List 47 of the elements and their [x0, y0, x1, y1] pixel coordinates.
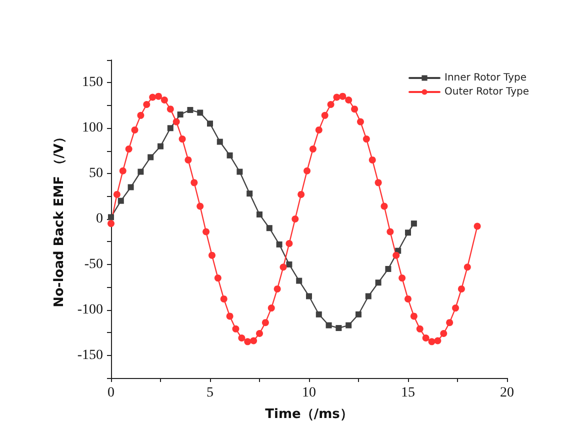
point	[336, 325, 342, 332]
point	[326, 322, 332, 328]
point	[385, 266, 392, 272]
point	[365, 293, 372, 300]
point	[306, 293, 312, 300]
point	[375, 280, 382, 286]
point	[108, 214, 114, 220]
legend-label: Outer Rotor Type	[444, 86, 530, 98]
point	[286, 261, 292, 268]
point	[158, 143, 164, 150]
x-tick-label: 0	[108, 386, 114, 400]
point	[167, 125, 174, 132]
point	[226, 152, 233, 158]
y-tick-label: -50	[84, 256, 103, 272]
point	[405, 230, 411, 236]
point	[118, 198, 124, 204]
x-tick-label: 5	[206, 386, 214, 400]
point	[410, 220, 417, 227]
point	[216, 138, 223, 145]
point	[296, 278, 302, 284]
point	[138, 168, 144, 175]
point	[236, 168, 243, 175]
point	[177, 112, 184, 118]
x-tick-label: 10	[302, 386, 316, 400]
y-tick-label: 50	[89, 166, 103, 182]
y-axis-title: No-load Back EMF （/V）	[52, 130, 67, 308]
point	[356, 311, 362, 318]
y-tick-label: -150	[77, 348, 103, 363]
point	[256, 211, 262, 218]
point	[246, 190, 253, 197]
y-tick-label: 100	[82, 120, 103, 136]
legend-label: Inner Rotor Type	[444, 72, 526, 84]
point	[276, 241, 282, 248]
point	[197, 110, 204, 116]
point	[187, 106, 194, 113]
x-tick-label: 20	[500, 386, 514, 400]
y-tick-label: 150	[82, 75, 103, 90]
y-tick-label: -100	[77, 302, 103, 318]
point	[128, 184, 134, 190]
point	[266, 225, 272, 232]
x-tick-label: 15	[401, 386, 415, 400]
point	[207, 120, 213, 127]
y-tick-label: 0	[96, 212, 103, 226]
x-axis-title: Time（/ms）	[265, 407, 353, 422]
point	[346, 322, 352, 328]
point	[316, 311, 322, 318]
point	[148, 154, 154, 160]
